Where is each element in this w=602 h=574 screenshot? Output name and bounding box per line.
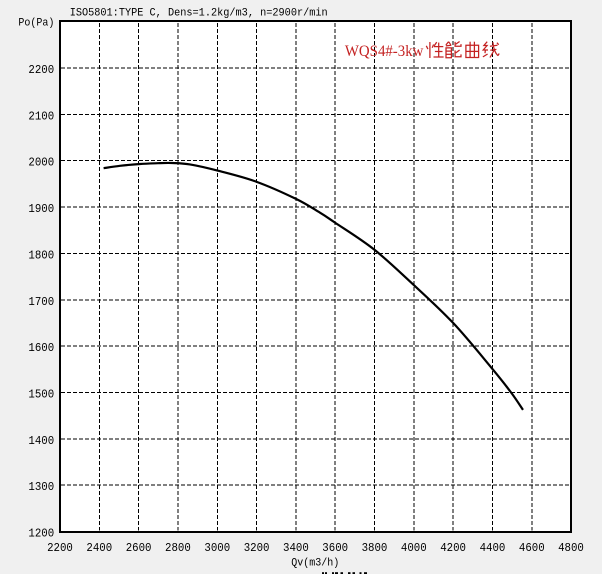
svg-text:WQS4#-3kw: WQS4#-3kw — [345, 43, 424, 60]
svg-text:1600: 1600 — [28, 341, 54, 355]
svg-text:2200: 2200 — [47, 541, 73, 555]
svg-text:3200: 3200 — [244, 541, 270, 555]
svg-text:3000: 3000 — [204, 541, 230, 555]
svg-text:Qv(m3/h): Qv(m3/h) — [291, 558, 339, 570]
svg-text:1300: 1300 — [28, 480, 54, 494]
svg-text:2000: 2000 — [28, 156, 54, 170]
svg-text:3800: 3800 — [362, 541, 388, 555]
svg-text:2600: 2600 — [126, 541, 152, 555]
svg-text:Po(Pa): Po(Pa) — [18, 17, 54, 29]
svg-text:4600: 4600 — [519, 541, 545, 555]
svg-text:2100: 2100 — [28, 109, 54, 123]
svg-text:2800: 2800 — [165, 541, 191, 555]
svg-text:1900: 1900 — [28, 202, 54, 216]
svg-text:1200: 1200 — [28, 527, 54, 541]
svg-text:ISO5801:TYPE C, Dens=1.2kg/m3,: ISO5801:TYPE C, Dens=1.2kg/m3, n=2900r/m… — [70, 7, 328, 19]
svg-text:4400: 4400 — [480, 541, 506, 555]
svg-text:2400: 2400 — [86, 541, 112, 555]
svg-text:2200: 2200 — [28, 63, 54, 77]
svg-text:4000: 4000 — [401, 541, 427, 555]
svg-text:4200: 4200 — [440, 541, 466, 555]
svg-text:3600: 3600 — [322, 541, 348, 555]
svg-text:4800: 4800 — [558, 541, 584, 555]
svg-text:1500: 1500 — [28, 388, 54, 402]
svg-text:1700: 1700 — [28, 295, 54, 309]
svg-text:1800: 1800 — [28, 248, 54, 262]
svg-text:1400: 1400 — [28, 434, 54, 448]
svg-text:3400: 3400 — [283, 541, 309, 555]
